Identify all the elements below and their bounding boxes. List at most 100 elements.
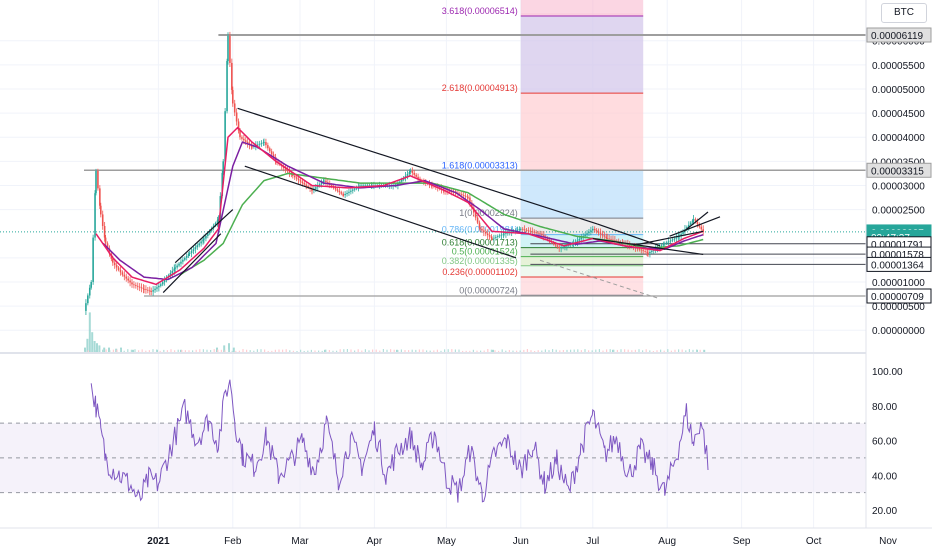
volume-bar (116, 349, 118, 352)
volume-bar (480, 350, 482, 352)
price-candle (608, 238, 610, 240)
price-candle (662, 244, 665, 246)
price-candle (560, 247, 562, 249)
price-candle (327, 182, 329, 184)
volume-bar (267, 350, 269, 352)
price-candle (580, 237, 583, 240)
price-candle (590, 230, 592, 232)
volume-bar (112, 349, 114, 352)
ma-fast-line (95, 126, 704, 286)
price-candle (665, 242, 668, 244)
volume-bar (192, 350, 194, 352)
price-candle (216, 220, 219, 224)
price-candle (171, 270, 174, 274)
price-tick-label: 0.00005000 (872, 85, 925, 96)
price-candle (471, 202, 473, 208)
price-candle (196, 245, 199, 248)
volume-bar (364, 349, 366, 352)
volume-bar (602, 350, 604, 352)
price-candle (599, 232, 602, 235)
price-candle (500, 234, 503, 236)
price-candle (184, 257, 186, 260)
price-candle (669, 240, 672, 242)
price-candle (531, 231, 534, 233)
volume-bar (274, 349, 276, 352)
price-candle (239, 130, 241, 138)
price-candle (525, 229, 528, 231)
volume-bar (102, 349, 104, 352)
price-candle (562, 246, 564, 248)
volume-bar (634, 349, 636, 352)
volume-bar (372, 349, 374, 352)
price-candle (593, 228, 596, 231)
time-tick-label: Aug (658, 536, 676, 547)
volume-bar (404, 350, 406, 352)
volume-bar (174, 350, 176, 352)
price-candle (138, 286, 141, 288)
price-candle (202, 239, 204, 242)
volume-bar (285, 349, 287, 352)
price-candle (689, 222, 692, 225)
price-label-text: 0.00001578 (871, 250, 924, 261)
price-candle (478, 222, 481, 228)
rsi-tick-label: 80.00 (872, 402, 897, 413)
price-label-text: 0.00001791 (871, 240, 924, 251)
price-candle (406, 173, 409, 176)
price-candle (483, 230, 485, 232)
price-candle (208, 230, 211, 234)
price-label-text: 0.00003315 (871, 166, 924, 177)
fib-level-label: 0.236(0.00001102) (442, 267, 517, 277)
price-candle (503, 233, 505, 235)
price-candle (263, 142, 265, 143)
volume-bar (645, 349, 647, 352)
fib-retracement-zones (520, 0, 644, 296)
price-candle (564, 246, 566, 248)
volume-bar (508, 349, 510, 352)
price-candle (158, 285, 160, 288)
time-tick-label: Mar (291, 536, 309, 547)
volume-bar (105, 349, 107, 352)
volume-bar (242, 349, 244, 352)
volume-bar (613, 349, 615, 352)
volume-bar (620, 349, 622, 352)
price-candle (415, 174, 417, 177)
volume-bar (84, 350, 86, 352)
symbol-badge[interactable]: BTC (881, 3, 927, 23)
price-candle (481, 228, 483, 231)
price-candle (469, 197, 471, 203)
price-candle (322, 181, 325, 183)
time-tick-label: Jun (513, 536, 529, 547)
volume-bar (303, 350, 305, 352)
price-candle (474, 212, 477, 218)
volume-bar (84, 347, 86, 352)
volume-bar (408, 350, 410, 352)
volume-bar (246, 349, 248, 352)
trend-line (669, 216, 721, 237)
price-candle (361, 185, 363, 187)
volume-bar (120, 349, 122, 352)
price-candle (292, 174, 294, 176)
fib-levels: 3.618(0.00006514) 2.618(0.00004913) 1.618(… (442, 6, 644, 296)
price-candle (417, 176, 419, 179)
price-candle (413, 172, 416, 175)
volume-bar (447, 349, 449, 352)
price-candle (311, 190, 313, 192)
price-candle (486, 233, 489, 236)
volume-bar (127, 349, 129, 352)
rsi-tick-label: 40.00 (872, 471, 897, 482)
volume-bar (289, 350, 291, 352)
volume-bar (397, 350, 399, 352)
volume-bar (519, 350, 521, 352)
volume-bar (223, 345, 226, 352)
price-candle (214, 223, 217, 226)
fib-zone (520, 265, 644, 278)
price-candle (578, 239, 581, 241)
price-candle (140, 287, 143, 289)
volume-bar (612, 349, 614, 352)
volume-bar (88, 312, 91, 352)
price-candle (192, 249, 195, 252)
price-candle (246, 141, 249, 144)
volume-bar (202, 349, 204, 352)
